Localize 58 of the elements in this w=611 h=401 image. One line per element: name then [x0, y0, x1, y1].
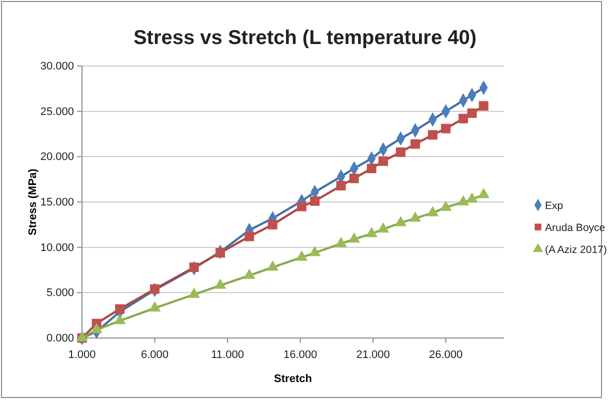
point: [114, 314, 126, 324]
point: [428, 130, 438, 140]
x-tick-label: 6.000: [140, 349, 169, 362]
point: [115, 304, 125, 314]
point: [90, 323, 102, 334]
y-tick-label: 5.000: [46, 287, 74, 300]
point: [458, 114, 468, 124]
point: [426, 206, 439, 216]
point: [148, 301, 161, 312]
point: [308, 246, 321, 256]
y-tick-label: 20.000: [40, 151, 74, 164]
point: [296, 250, 308, 261]
point: [348, 232, 360, 243]
point: [478, 188, 490, 198]
point: [409, 212, 422, 222]
point: [188, 288, 200, 298]
x-tick-label: 21.000: [356, 349, 390, 362]
point: [336, 180, 346, 190]
x-axis-title: Stretch: [274, 373, 312, 385]
point: [394, 216, 407, 226]
point: [310, 196, 320, 206]
point: [378, 156, 388, 166]
point: [396, 147, 406, 157]
point: [467, 108, 477, 118]
legend-label: (A Aziz 2017): [545, 244, 607, 256]
point: [441, 124, 451, 134]
point: [366, 226, 378, 238]
point: [377, 222, 390, 233]
point: [335, 236, 347, 248]
x-tick-label: 11.000: [211, 349, 244, 362]
point: [478, 101, 488, 111]
legend-label: Aruda Boyce: [545, 222, 606, 234]
point: [366, 164, 376, 174]
point: [189, 262, 199, 272]
point: [296, 202, 306, 212]
point: [440, 200, 452, 211]
point: [466, 192, 478, 203]
point: [268, 220, 278, 230]
x-tick-label: 16.000: [283, 349, 318, 362]
point: [214, 278, 226, 289]
y-tick-label: 30.000: [40, 60, 74, 73]
point: [216, 248, 225, 258]
point: [243, 268, 256, 279]
chart-title: Stress vs Stretch (L temperature 40): [133, 27, 477, 49]
point: [410, 139, 420, 149]
y-tick-label: 25.000: [40, 106, 74, 118]
y-axis-title: Stress (MPa): [27, 168, 39, 236]
y-tick-label: 10.000: [40, 242, 74, 254]
legend-label: Exp: [545, 200, 564, 212]
point: [150, 284, 160, 294]
y-tick-label: 15.000: [40, 196, 74, 209]
point: [457, 195, 470, 206]
x-tick-label: 1.000: [68, 349, 96, 362]
point: [244, 232, 254, 242]
x-tick-label: 26.000: [428, 349, 463, 362]
point: [266, 260, 279, 271]
y-tick-label: 0.000: [46, 332, 74, 345]
point: [349, 174, 359, 184]
